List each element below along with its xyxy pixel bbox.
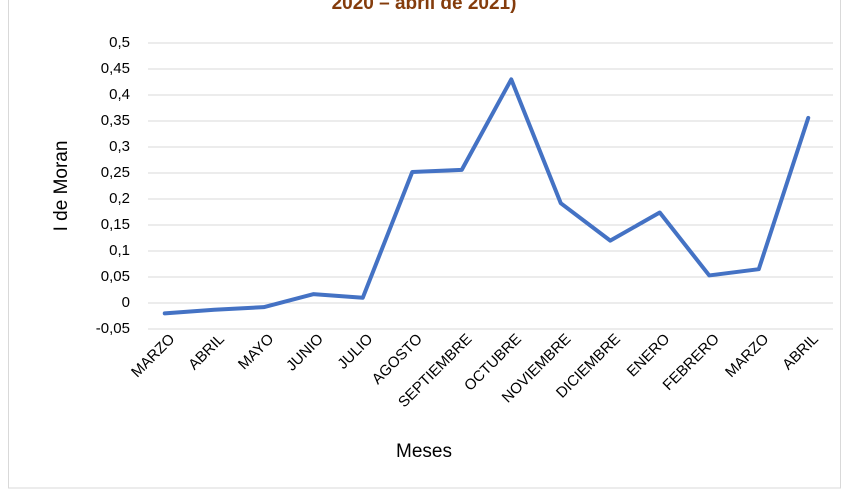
y-tick-label: 0,1: [109, 242, 130, 259]
y-tick-label: 0,35: [101, 112, 130, 129]
y-tick-label: 0,2: [109, 190, 130, 207]
y-tick-label: 0,5: [109, 34, 130, 51]
y-axis-title: I de Moran: [51, 141, 72, 232]
y-tick-label: 0,4: [109, 86, 130, 103]
chart-title: 2020 – abril de 2021): [332, 0, 517, 14]
y-tick-label: -0,05: [96, 320, 130, 337]
y-tick-label: 0,05: [101, 268, 130, 285]
chart-frame: [8, 0, 841, 489]
y-tick-label: 0: [122, 294, 130, 311]
x-axis-title: Meses: [396, 441, 452, 462]
y-tick-label: 0,25: [101, 164, 130, 181]
data-line: [162, 77, 811, 316]
y-tick-label: 0,15: [101, 216, 130, 233]
y-tick-label: 0,3: [109, 138, 130, 155]
y-tick-label: 0,45: [101, 60, 130, 77]
